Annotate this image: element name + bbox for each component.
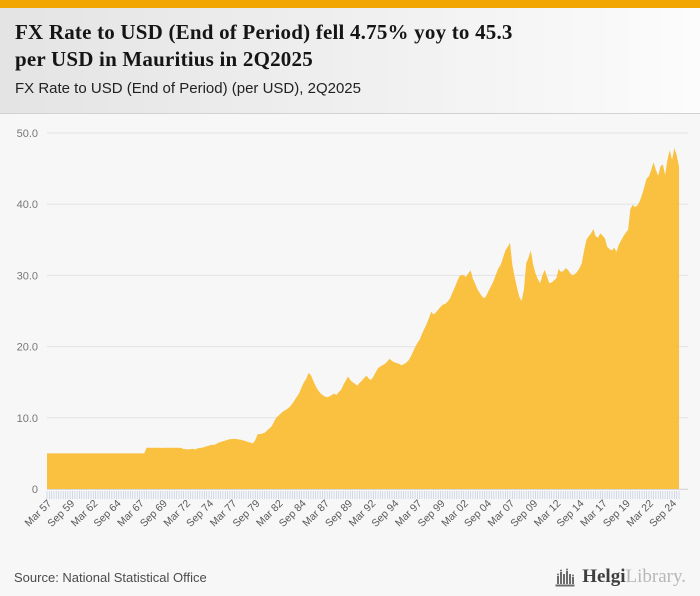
logo-text-bold: Helgi bbox=[582, 566, 626, 587]
y-axis-label: 0 bbox=[32, 484, 38, 496]
footer: Source: National Statistical Office bbox=[0, 559, 700, 595]
y-axis-label: 50.0 bbox=[17, 128, 38, 140]
helgi-logo-icon bbox=[555, 568, 575, 586]
top-accent-bar bbox=[0, 0, 700, 8]
page-title-line2: per USD in Mauritius in 2Q2025 bbox=[15, 47, 313, 71]
y-axis-label: 40.0 bbox=[17, 199, 38, 211]
logo-text-light: Library. bbox=[625, 566, 687, 587]
helgi-library-logo: HelgiLibrary. bbox=[554, 566, 686, 588]
y-axis-label: 20.0 bbox=[17, 342, 38, 354]
page-title: FX Rate to USD (End of Period) fell 4.75… bbox=[15, 8, 685, 73]
source-label: Source: National Statistical Office bbox=[14, 569, 207, 585]
y-axis-label: 30.0 bbox=[17, 270, 38, 282]
page-subtitle: FX Rate to USD (End of Period) (per USD)… bbox=[15, 80, 361, 97]
chart-area: 0 10.0 20.0 30.0 40.0 50.0 Mar 57 Sep 59 Mar 62 S… bbox=[0, 114, 700, 559]
page-title-line1: FX Rate to USD (End of Period) fell 4.75… bbox=[15, 20, 513, 44]
header: FX Rate to USD (End of Period) fell 4.75… bbox=[0, 8, 700, 114]
y-axis-label: 10.0 bbox=[17, 413, 38, 425]
area-series bbox=[47, 147, 679, 489]
logo-text: HelgiLibrary. bbox=[582, 566, 686, 588]
